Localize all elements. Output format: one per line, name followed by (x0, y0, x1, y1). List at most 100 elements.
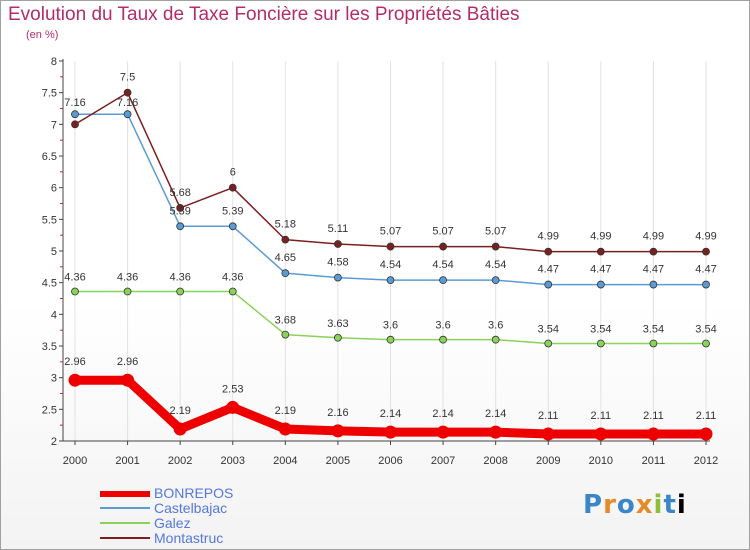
point-bonrepos-2003 (226, 400, 240, 414)
x-tick-label-2003: 2003 (221, 455, 245, 467)
data-label-castelbajac-2008: 4.54 (485, 259, 506, 271)
data-label-montastruc-2009: 4.99 (538, 231, 559, 243)
legend-swatch-castelbajac (100, 507, 150, 509)
point-castelbajac-2001 (123, 110, 132, 119)
point-castelbajac-2007 (439, 276, 447, 285)
point-galez-2007 (439, 335, 447, 344)
point-castelbajac-2003 (228, 222, 237, 231)
data-label-galez-2011: 3.54 (643, 323, 664, 335)
x-tick-label-2012: 2012 (694, 455, 718, 467)
data-label-galez-2009: 3.54 (538, 323, 559, 335)
point-galez-2001 (123, 287, 132, 296)
point-bonrepos-2000 (68, 373, 82, 387)
point-montastruc-2000 (71, 120, 79, 129)
point-montastruc-2009 (544, 247, 553, 256)
point-bonrepos-2009 (541, 427, 555, 441)
point-bonrepos-2008 (489, 425, 503, 439)
data-label-bonrepos-2002: 2.19 (169, 405, 190, 417)
data-label-montastruc-2003: 6 (230, 167, 236, 179)
point-castelbajac-2012 (702, 280, 710, 289)
point-castelbajac-2006 (386, 276, 395, 285)
point-montastruc-2002 (176, 204, 185, 212)
y-tick-label-4: 4 (51, 309, 57, 321)
data-label-galez-2010: 3.54 (590, 323, 611, 335)
data-label-montastruc-2012: 4.99 (695, 231, 716, 243)
data-label-montastruc-2004: 5.18 (275, 219, 296, 231)
point-castelbajac-2005 (334, 273, 342, 282)
data-label-castelbajac-2010: 4.47 (590, 264, 611, 276)
y-tick-label-8: 8 (51, 56, 57, 68)
legend-label-galez: Galez (154, 515, 191, 531)
y-tick-label-7: 7 (51, 119, 57, 131)
y-tick-label-6.5: 6.5 (42, 151, 57, 163)
point-bonrepos-2007 (436, 425, 450, 439)
x-tick-label-2006: 2006 (378, 455, 402, 467)
y-tick-label-5: 5 (51, 246, 57, 258)
point-bonrepos-2001 (121, 373, 135, 387)
legend-label-montastruc: Montastruc (154, 530, 224, 546)
point-galez-2002 (176, 287, 185, 296)
x-tick-label-2001: 2001 (115, 455, 139, 467)
data-label-bonrepos-2006: 2.14 (380, 408, 401, 420)
x-tick-label-2009: 2009 (536, 455, 560, 467)
data-label-galez-2007: 3.6 (435, 320, 450, 332)
x-tick-label-2002: 2002 (168, 455, 192, 467)
data-label-bonrepos-2011: 2.11 (643, 410, 664, 422)
point-castelbajac-2000 (71, 110, 79, 119)
point-galez-2004 (281, 330, 290, 339)
data-label-castelbajac-2003: 5.39 (222, 205, 243, 217)
y-tick-label-4.5: 4.5 (42, 278, 57, 290)
point-bonrepos-2004 (278, 422, 292, 436)
point-galez-2012 (702, 339, 710, 348)
data-label-castelbajac-2001: 7.16 (117, 97, 138, 109)
data-label-bonrepos-2009: 2.11 (538, 410, 559, 422)
data-label-bonrepos-2007: 2.14 (432, 408, 453, 420)
data-label-castelbajac-2005: 4.58 (327, 257, 348, 269)
data-label-castelbajac-2000: 7.16 (64, 97, 85, 109)
chart-subtitle: (en %) (26, 29, 59, 41)
x-tick-label-2004: 2004 (273, 455, 297, 467)
x-tick-label-2005: 2005 (326, 455, 350, 467)
x-tick-label-2007: 2007 (431, 455, 455, 467)
y-tick-label-2.5: 2.5 (42, 404, 57, 416)
point-galez-2005 (334, 333, 342, 342)
point-montastruc-2011 (649, 247, 658, 256)
data-label-montastruc-2010: 4.99 (590, 231, 611, 243)
point-galez-2008 (491, 335, 500, 344)
data-label-galez-2005: 3.63 (327, 318, 348, 330)
point-montastruc-2008 (491, 242, 500, 251)
legend-swatch-bonrepos (100, 491, 150, 497)
point-montastruc-2012 (702, 247, 710, 256)
data-label-montastruc-2002: 5.68 (169, 187, 190, 199)
point-montastruc-2001 (123, 88, 132, 97)
point-castelbajac-2011 (649, 280, 658, 289)
data-label-montastruc-2006: 5.07 (380, 226, 401, 238)
point-montastruc-2004 (281, 235, 290, 244)
point-castelbajac-2010 (596, 280, 605, 289)
data-label-montastruc-2001: 7.5 (120, 72, 135, 84)
point-castelbajac-2002 (176, 222, 185, 231)
data-label-bonrepos-2008: 2.14 (485, 408, 506, 420)
point-montastruc-2005 (334, 240, 342, 248)
y-tick-label-2: 2 (51, 436, 57, 448)
data-label-castelbajac-2009: 4.47 (538, 264, 559, 276)
data-label-bonrepos-2004: 2.19 (275, 405, 296, 417)
data-label-bonrepos-2005: 2.16 (327, 407, 348, 419)
point-galez-2003 (228, 287, 237, 296)
data-label-castelbajac-2004: 4.65 (275, 252, 296, 264)
point-bonrepos-2006 (384, 425, 397, 439)
data-label-montastruc-2008: 5.07 (485, 226, 506, 238)
point-montastruc-2006 (386, 242, 395, 251)
point-castelbajac-2004 (281, 269, 290, 278)
point-castelbajac-2009 (544, 280, 553, 289)
data-label-bonrepos-2000: 2.96 (64, 356, 85, 368)
data-label-galez-2003: 4.36 (222, 272, 243, 284)
data-label-galez-2006: 3.6 (383, 320, 398, 332)
data-label-galez-2002: 4.36 (169, 272, 190, 284)
data-label-castelbajac-2006: 4.54 (380, 259, 401, 271)
x-tick-label-2011: 2011 (642, 455, 666, 467)
x-tick-label-2008: 2008 (483, 455, 507, 467)
point-bonrepos-2012 (699, 427, 713, 441)
point-galez-2011 (649, 339, 658, 348)
